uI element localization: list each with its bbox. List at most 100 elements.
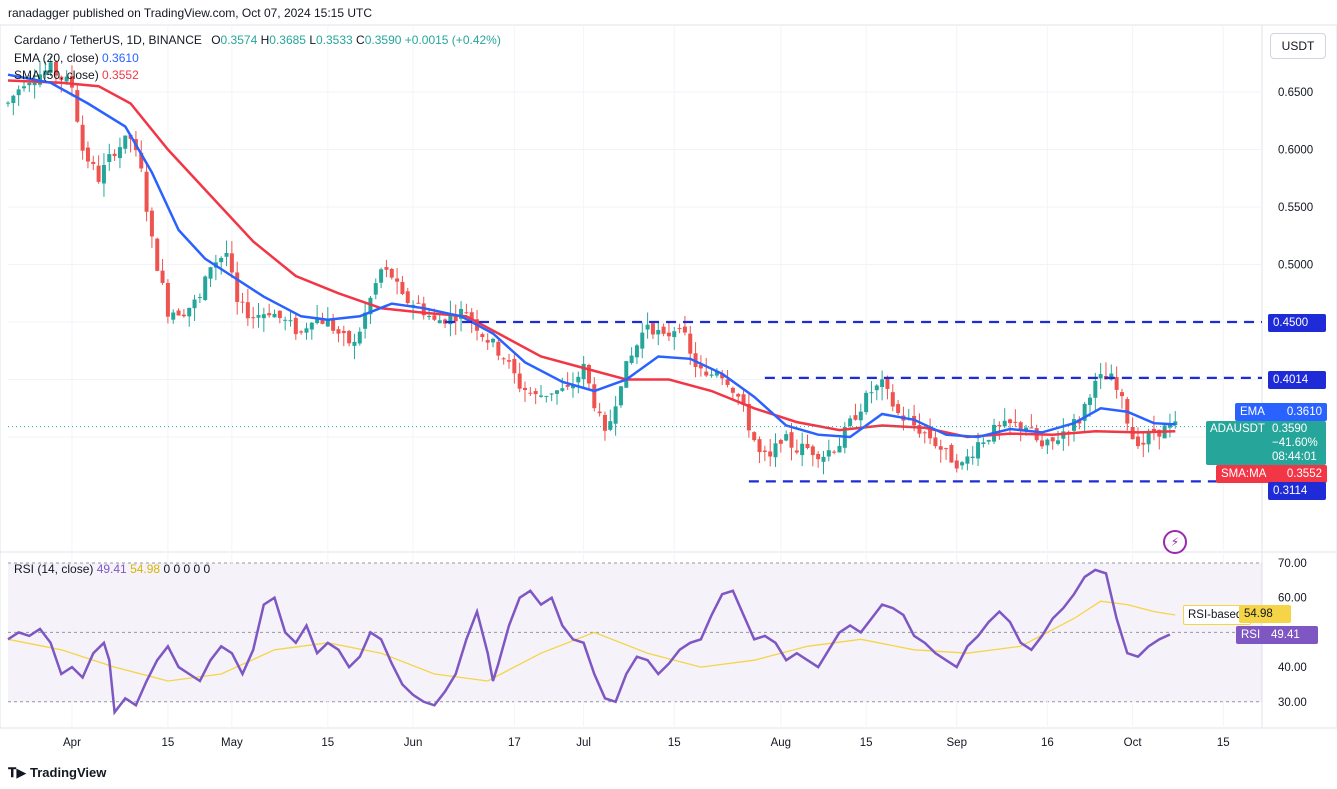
candle-body	[608, 421, 613, 430]
candle-body	[384, 267, 389, 270]
candle-body	[149, 210, 154, 237]
candle-body	[629, 355, 634, 364]
ema-legend-label: EMA (20, close)	[14, 51, 99, 65]
candle-body	[1045, 439, 1050, 446]
candle-body	[1050, 437, 1055, 442]
candle-body	[155, 238, 160, 271]
replay-icon[interactable]: ⚡	[1163, 530, 1187, 554]
candle-body	[938, 446, 943, 450]
candle-body	[453, 316, 458, 322]
rsi-ma-line	[7, 600, 1176, 682]
rsi-legend-value: 49.41	[96, 562, 127, 576]
candle-body	[533, 391, 538, 395]
candle-body	[315, 317, 320, 324]
rsi-tick-label: 60.00	[1278, 593, 1307, 605]
rsi-line	[7, 568, 1171, 716]
candle-body	[1082, 403, 1087, 421]
candle-body	[650, 323, 655, 335]
candle-body	[400, 282, 405, 294]
candle-body	[762, 450, 767, 452]
candle-body	[1029, 427, 1034, 429]
candle-body	[101, 164, 106, 184]
candle-body	[800, 443, 805, 456]
candle-body	[240, 301, 245, 303]
candle-body	[720, 373, 725, 379]
candle-body	[1008, 419, 1013, 424]
candle-body	[96, 165, 101, 182]
candle-body	[976, 442, 981, 459]
candle-body	[698, 364, 703, 369]
candle-body	[640, 332, 645, 349]
currency-button[interactable]: USDT	[1270, 33, 1326, 59]
candle-body	[1151, 428, 1156, 433]
candle-body	[389, 269, 394, 278]
candle-body	[1119, 392, 1124, 397]
candle-body	[730, 387, 735, 393]
candle-body	[507, 360, 512, 362]
candle-body	[672, 331, 677, 338]
candle-body	[704, 371, 709, 376]
candle-body	[229, 253, 234, 273]
ema-price-tag: EMA 0.3610	[1235, 403, 1327, 421]
high-value: 0.3685	[269, 33, 306, 47]
candle-body	[107, 154, 112, 163]
candle-body	[794, 450, 799, 453]
candle-body	[32, 82, 37, 86]
sma-legend[interactable]: SMA (50, close) 0.3552	[14, 68, 139, 82]
candle-body	[288, 320, 293, 322]
candle-body	[123, 135, 128, 149]
candle-body	[848, 418, 853, 426]
candle-body	[235, 272, 240, 302]
candle-body	[187, 307, 192, 317]
candle-body	[949, 445, 954, 463]
candle-body	[1040, 440, 1045, 447]
candle-body	[805, 443, 810, 449]
candle-body	[736, 393, 741, 397]
time-tick-label: Aug	[771, 737, 791, 749]
ema-legend[interactable]: EMA (20, close) 0.3610	[14, 51, 139, 65]
rsi-legend-label: RSI (14, close)	[14, 562, 94, 576]
candle-body	[299, 331, 304, 333]
change-value: +0.0015 (+0.42%)	[404, 33, 501, 47]
change-percent: −41.60%	[1272, 437, 1318, 449]
candle-body	[1002, 420, 1007, 427]
candle-body	[309, 322, 314, 330]
candle-body	[746, 403, 751, 431]
ema20-line	[7, 73, 1176, 439]
candle-body	[283, 319, 288, 321]
sma-tag-label: SMA:MA	[1221, 468, 1267, 480]
candle-body	[277, 310, 282, 318]
candle-body	[570, 384, 575, 389]
publish-note: ranadagger published on TradingView.com,…	[8, 6, 373, 20]
candle-body	[197, 297, 202, 299]
rsi-legend[interactable]: RSI (14, close) 49.41 54.98 0 0 0 0 0	[14, 562, 210, 576]
symbol-name: Cardano / TetherUS, 1D, BINANCE	[14, 33, 202, 47]
tradingview-logo[interactable]: 𝐓▶ TradingView	[8, 765, 106, 781]
time-tick-label: Apr	[63, 737, 81, 749]
candle-body	[203, 276, 208, 300]
candle-body	[464, 312, 469, 314]
rsi-value-tag: 49.41	[1266, 626, 1318, 644]
candle-body	[1109, 373, 1114, 380]
candle-body	[160, 270, 165, 283]
time-tick-label: 15	[668, 737, 681, 749]
candle-body	[181, 314, 186, 317]
candle-body	[597, 411, 602, 414]
rsi-ma-value-tag: 54.98	[1239, 605, 1291, 623]
candle-body	[784, 434, 789, 441]
time-tick-label: Oct	[1124, 737, 1143, 749]
candle-body	[293, 317, 298, 335]
candle-body	[171, 312, 176, 320]
candle-body	[544, 395, 549, 397]
candle-body	[602, 414, 607, 431]
candle-body	[379, 269, 384, 283]
candle-body	[432, 315, 437, 320]
candle-body	[27, 82, 32, 86]
candle-body	[581, 363, 586, 380]
candle-body	[427, 315, 432, 318]
candle-body	[1141, 442, 1146, 445]
candle-body	[373, 283, 378, 295]
close-label: C	[356, 33, 365, 47]
sma-tag-value: 0.3552	[1286, 468, 1322, 480]
